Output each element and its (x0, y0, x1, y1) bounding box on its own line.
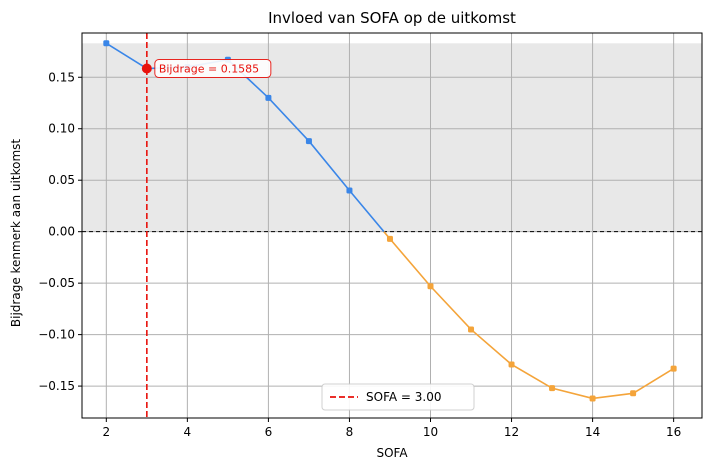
y-tick-label: 0.05 (48, 173, 75, 187)
y-tick-label: −0.15 (38, 379, 75, 393)
data-point (670, 365, 677, 372)
annotation-box (154, 59, 272, 79)
x-axis-label: SOFA (376, 446, 408, 460)
data-point (265, 94, 272, 101)
plot-area: Bijdrage = 0.1585 2 4 6 8 10 12 14 16 −0.15 −0.10 −… (38, 32, 703, 439)
positive-series-line (105, 42, 385, 233)
data-point (630, 390, 637, 397)
data-point (427, 283, 434, 290)
data-point (508, 361, 515, 368)
y-axis-label: Bijdrage kenmerk aan uitkomst (9, 139, 23, 327)
x-tick-label: 14 (585, 425, 600, 439)
negative-series-line (383, 231, 675, 400)
x-tick-label: 4 (184, 425, 192, 439)
plot-frame (81, 32, 703, 419)
data-point (589, 395, 596, 402)
highlight-point (141, 63, 152, 74)
x-tick-label: 8 (346, 425, 354, 439)
annotation-label: Bijdrage = 0.1585 (159, 63, 259, 76)
data-point (305, 138, 312, 145)
data-point (103, 40, 110, 47)
x-tick-label: 10 (423, 425, 438, 439)
legend-box (321, 383, 475, 411)
data-point (468, 326, 475, 333)
y-tick-label: −0.05 (38, 276, 75, 290)
data-point (549, 385, 556, 392)
y-tick-label: −0.10 (38, 328, 75, 342)
x-tick-label: 16 (666, 425, 681, 439)
x-tick-label: 6 (265, 425, 273, 439)
y-tick-label: 0.00 (48, 225, 75, 239)
x-tick-label: 12 (504, 425, 519, 439)
data-point (386, 235, 393, 242)
data-point (346, 187, 353, 194)
y-tick-label: 0.10 (48, 122, 75, 136)
y-tick-label: 0.15 (48, 70, 75, 84)
x-tick-label: 2 (102, 425, 110, 439)
chart-title: Invloed van SOFA op de uitkomst (268, 9, 516, 27)
legend-label: SOFA = 3.00 (366, 390, 441, 404)
